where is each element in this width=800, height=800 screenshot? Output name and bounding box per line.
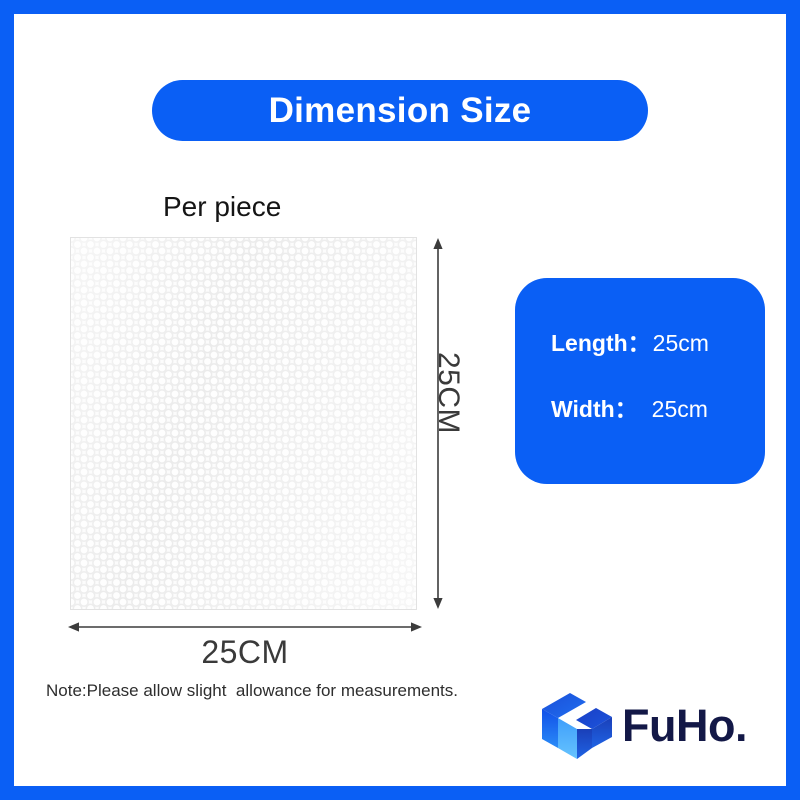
open-box-icon [542, 693, 612, 759]
frame-border-bottom [0, 786, 800, 800]
bubble-texture-pattern [71, 238, 416, 609]
width-label: Width [551, 396, 615, 422]
info-row-width: Width ： 25cm [551, 390, 765, 424]
measurement-note: Note:Please allow slight allowance for m… [46, 681, 458, 700]
page-title: Dimension Size [268, 91, 532, 130]
horizontal-dimension-label: 25CM [201, 634, 289, 670]
frame-border-right [786, 0, 800, 800]
length-value: 25cm [652, 330, 709, 356]
info-row-length: Length ： 25cm [551, 324, 765, 358]
product-swatch [70, 237, 417, 610]
width-colon: ： [614, 396, 638, 422]
length-label: Length [551, 330, 628, 356]
logo-wordmark: FuHo. [622, 699, 747, 751]
per-piece-caption: Per piece [163, 191, 282, 222]
vertical-dimension-arrow-icon [433, 238, 443, 609]
brand-logo: FuHo. [540, 688, 768, 762]
width-value: 25cm [651, 396, 708, 422]
title-banner: Dimension Size [152, 80, 648, 141]
dimension-info-card: Length ： 25cm Width ： 25cm [515, 278, 765, 484]
frame-border-left [0, 0, 14, 800]
frame-border-top [0, 0, 800, 14]
horizontal-dimension-arrow-icon [68, 622, 422, 632]
vertical-dimension-label: 25CM [432, 352, 465, 435]
length-colon: ： [627, 330, 651, 356]
